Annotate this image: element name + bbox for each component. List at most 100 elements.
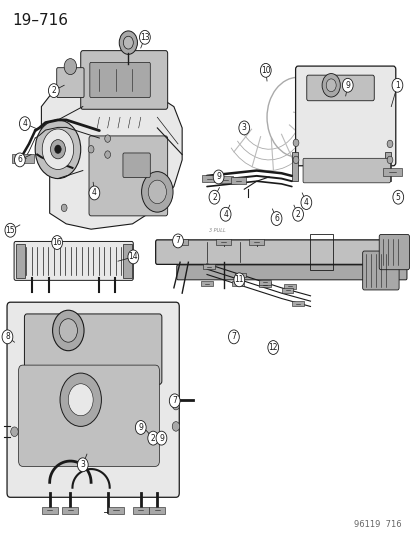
Bar: [283, 284, 295, 289]
FancyBboxPatch shape: [123, 153, 150, 177]
Circle shape: [292, 207, 303, 221]
Bar: [200, 281, 213, 286]
Bar: [201, 175, 216, 182]
Circle shape: [52, 310, 84, 351]
Bar: [41, 506, 57, 514]
Text: 5: 5: [395, 193, 400, 201]
Text: 6: 6: [17, 156, 22, 164]
Text: 2: 2: [295, 210, 300, 219]
Bar: [231, 281, 244, 286]
Bar: [122, 244, 131, 278]
Text: 15: 15: [5, 226, 15, 235]
Circle shape: [128, 250, 138, 264]
Circle shape: [321, 74, 339, 97]
Circle shape: [88, 146, 94, 153]
Circle shape: [342, 78, 352, 92]
Circle shape: [300, 196, 311, 209]
FancyBboxPatch shape: [24, 314, 161, 384]
FancyBboxPatch shape: [306, 75, 373, 101]
FancyBboxPatch shape: [14, 241, 133, 280]
Text: 14: 14: [128, 253, 138, 261]
Text: 16: 16: [52, 238, 62, 247]
FancyBboxPatch shape: [57, 68, 84, 98]
Circle shape: [260, 63, 271, 77]
Bar: [291, 152, 297, 181]
Text: 96119  716: 96119 716: [353, 520, 401, 529]
Bar: [62, 506, 78, 514]
Circle shape: [148, 180, 166, 204]
Bar: [16, 244, 25, 278]
Circle shape: [77, 458, 88, 472]
FancyBboxPatch shape: [295, 66, 395, 166]
Text: 4: 4: [223, 210, 228, 219]
Circle shape: [14, 153, 25, 167]
Text: 9: 9: [216, 173, 221, 181]
Circle shape: [169, 394, 180, 408]
Bar: [149, 506, 165, 514]
Bar: [234, 273, 245, 277]
Circle shape: [141, 172, 173, 212]
Circle shape: [104, 151, 110, 158]
Text: 9: 9: [159, 434, 164, 442]
Circle shape: [19, 117, 30, 131]
Text: 7: 7: [231, 333, 236, 341]
Circle shape: [156, 431, 166, 445]
Circle shape: [267, 341, 278, 354]
Bar: [259, 280, 270, 285]
Bar: [282, 288, 292, 293]
Circle shape: [325, 79, 335, 92]
Bar: [172, 239, 187, 245]
Circle shape: [271, 212, 281, 225]
Text: 3: 3: [80, 461, 85, 469]
Circle shape: [119, 31, 137, 54]
Circle shape: [50, 140, 65, 159]
Text: 2: 2: [150, 434, 155, 442]
Circle shape: [238, 121, 249, 135]
Text: 9: 9: [344, 81, 349, 90]
Circle shape: [391, 78, 402, 92]
Text: 7: 7: [172, 397, 177, 405]
Circle shape: [123, 36, 133, 49]
Circle shape: [42, 129, 74, 169]
Circle shape: [392, 190, 403, 204]
Text: 3 PULL: 3 PULL: [209, 228, 225, 233]
Text: 13: 13: [140, 33, 150, 42]
Text: 10: 10: [260, 66, 270, 75]
FancyBboxPatch shape: [89, 136, 167, 216]
Circle shape: [52, 236, 62, 249]
Circle shape: [2, 330, 13, 344]
FancyBboxPatch shape: [7, 302, 179, 497]
Bar: [218, 176, 233, 183]
FancyBboxPatch shape: [378, 235, 408, 270]
Bar: [230, 177, 245, 184]
Circle shape: [233, 273, 244, 287]
Text: 4: 4: [92, 189, 97, 197]
Bar: [384, 152, 390, 181]
Circle shape: [292, 139, 298, 147]
Bar: [258, 282, 271, 287]
Bar: [12, 154, 34, 163]
FancyBboxPatch shape: [90, 62, 150, 98]
Text: 3: 3: [241, 124, 246, 132]
FancyBboxPatch shape: [81, 51, 167, 109]
Circle shape: [61, 204, 67, 212]
Text: 2: 2: [51, 86, 56, 95]
Circle shape: [11, 427, 18, 437]
Circle shape: [209, 190, 219, 204]
Text: 4: 4: [22, 119, 27, 128]
Circle shape: [68, 384, 93, 416]
Circle shape: [89, 186, 100, 200]
Circle shape: [35, 120, 81, 179]
FancyBboxPatch shape: [302, 158, 389, 183]
Text: 11: 11: [234, 276, 243, 284]
Circle shape: [5, 223, 16, 237]
FancyBboxPatch shape: [176, 265, 406, 280]
FancyBboxPatch shape: [362, 251, 398, 290]
Circle shape: [172, 422, 179, 431]
Circle shape: [147, 431, 158, 445]
Circle shape: [104, 135, 110, 142]
Text: 4: 4: [303, 198, 308, 207]
Circle shape: [59, 319, 77, 342]
Circle shape: [135, 421, 146, 434]
Circle shape: [139, 30, 150, 44]
